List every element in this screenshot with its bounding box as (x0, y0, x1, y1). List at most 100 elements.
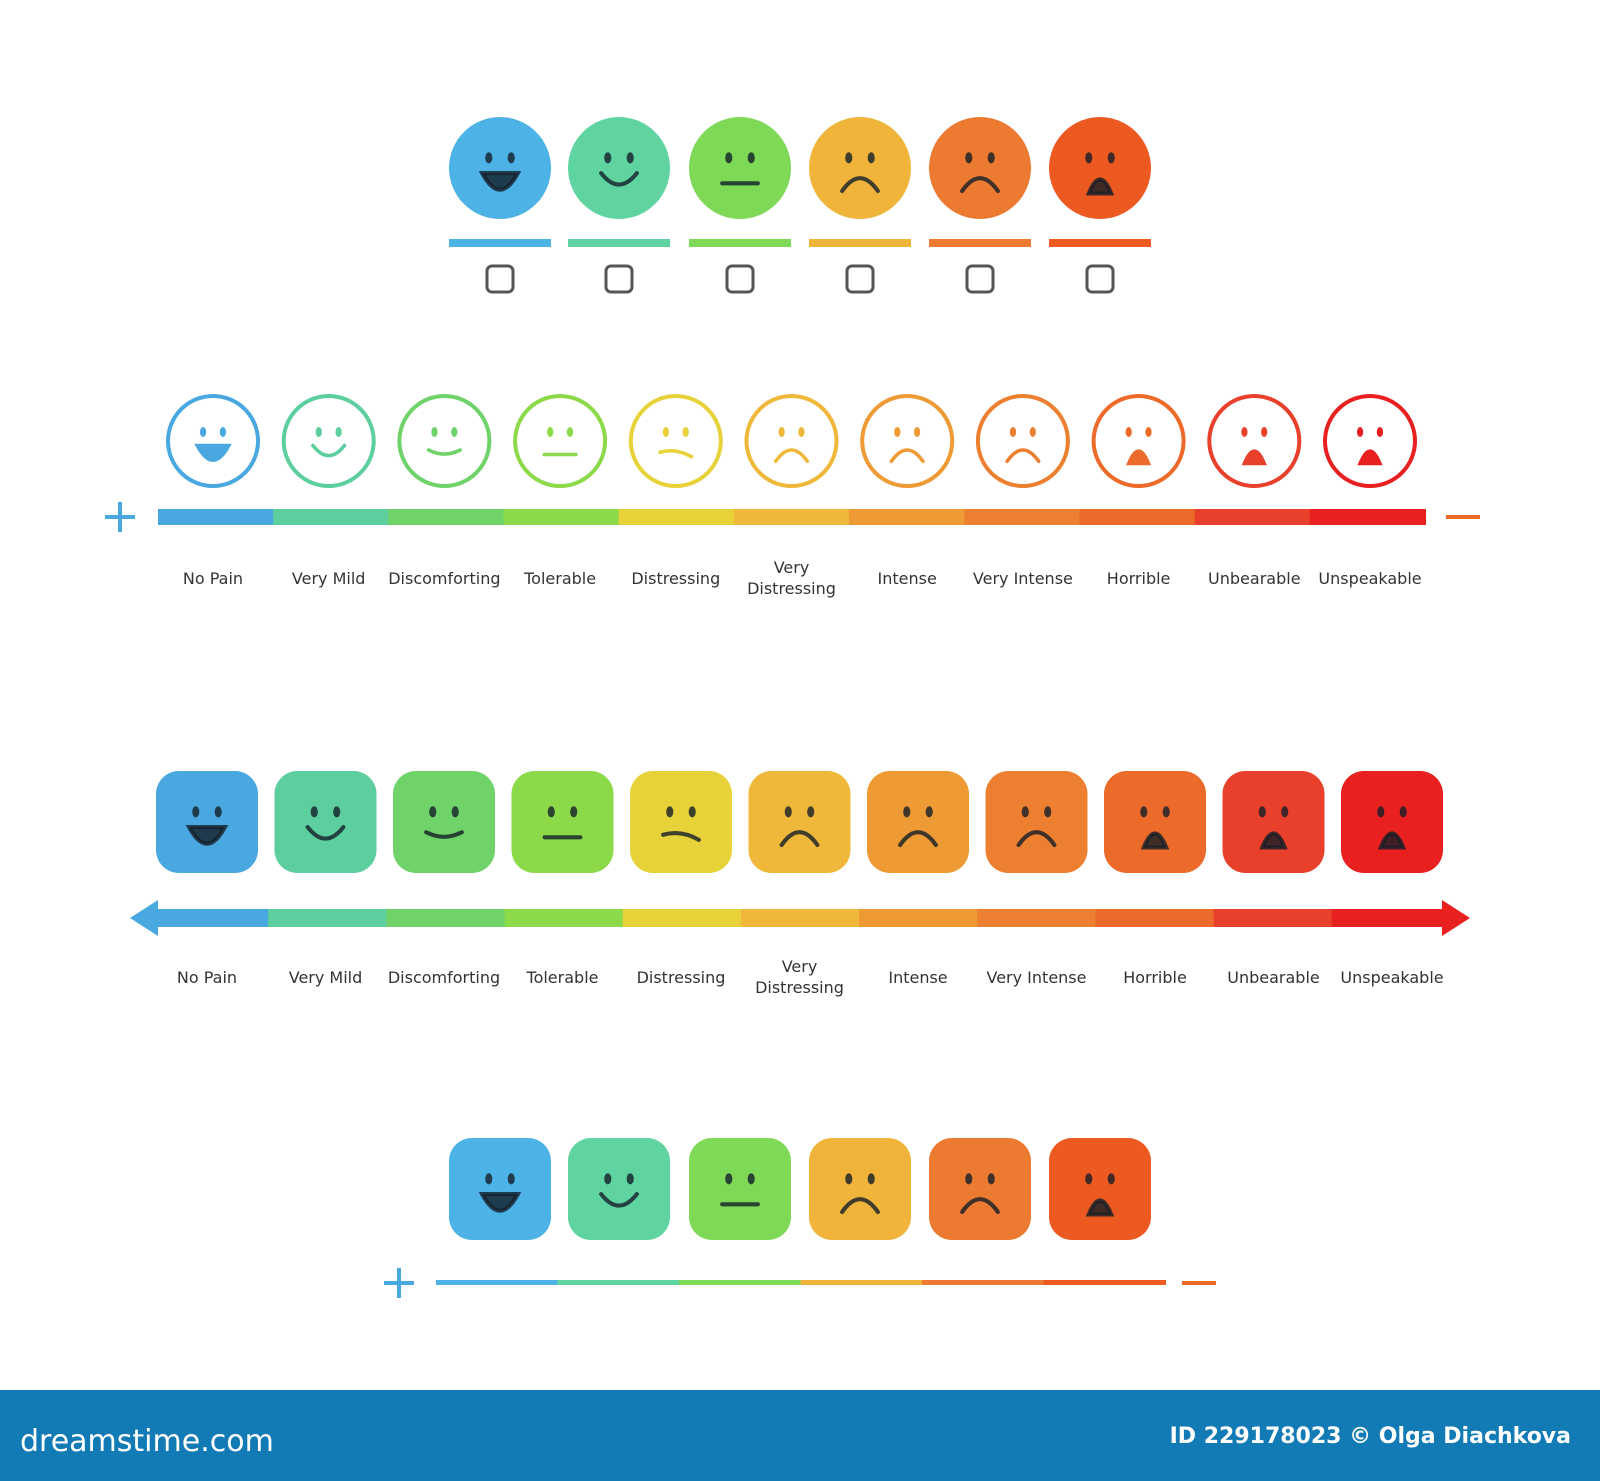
face (1222, 771, 1325, 873)
scale-label: Discomforting (387, 967, 501, 987)
face-shape (744, 394, 839, 488)
face (513, 394, 608, 488)
eye (987, 152, 995, 164)
face (975, 394, 1070, 488)
face-shape (1049, 117, 1151, 219)
eye (1241, 427, 1248, 437)
scale-segment (977, 909, 1097, 927)
eye (507, 1173, 515, 1185)
eye (1376, 427, 1384, 437)
scale-segment (386, 909, 506, 927)
scale-segment (1309, 509, 1426, 525)
face-shape (929, 1138, 1031, 1240)
eye (566, 427, 574, 437)
face-shape (630, 771, 732, 873)
credit: ID 229178023 © Olga Diachkova (1169, 1424, 1571, 1449)
eye (335, 427, 342, 437)
eye (199, 427, 207, 437)
face-shape (281, 394, 376, 488)
bar-cap (1409, 509, 1425, 525)
scale-segment (800, 1280, 923, 1285)
scale-label: Very Distressing (747, 558, 836, 598)
face-shape (1049, 1138, 1151, 1240)
face (166, 394, 260, 488)
eye (965, 152, 973, 164)
scale-label: No Pain (176, 967, 238, 987)
face-shape (809, 1138, 911, 1240)
eye (1356, 427, 1364, 437)
mouth (305, 825, 346, 841)
scale-segment (922, 1280, 1045, 1285)
mouth (658, 448, 694, 459)
face (1049, 117, 1151, 219)
face-shape (513, 394, 608, 488)
eye (1281, 806, 1289, 818)
scale-label: Horrible (1123, 967, 1187, 987)
eye (485, 1173, 493, 1185)
mouth (960, 1197, 1000, 1214)
scale-segment (679, 1280, 802, 1285)
face-shape (1341, 771, 1443, 873)
scale-segment (1194, 509, 1311, 525)
mouth (194, 443, 232, 462)
eye (626, 1173, 634, 1185)
face-shape (393, 771, 495, 873)
mouth (898, 830, 938, 847)
eye (451, 427, 458, 437)
arrow-head (1442, 900, 1470, 936)
footer-band (0, 1390, 1600, 1481)
face (985, 771, 1088, 873)
face (1049, 1138, 1151, 1240)
plus-sign (384, 1268, 414, 1298)
scale-segment (150, 909, 270, 927)
checkbox (845, 264, 875, 294)
face-shape (1207, 394, 1302, 488)
eye (1377, 806, 1385, 818)
face (929, 1138, 1031, 1240)
face (1341, 771, 1443, 873)
eye (894, 427, 901, 437)
eye (431, 427, 438, 437)
color-bar (689, 239, 791, 247)
scale-segment (1079, 509, 1196, 525)
checkbox (485, 264, 515, 294)
eye (1125, 427, 1132, 437)
scale-segment (859, 909, 979, 927)
scale-segment (436, 1280, 559, 1285)
eye (214, 806, 222, 818)
face (929, 117, 1031, 219)
face-shape (397, 394, 492, 488)
face-shape (1222, 771, 1325, 873)
scale-segment (849, 509, 966, 525)
face (1323, 394, 1417, 488)
mouth (185, 825, 229, 846)
scale-label: Discomforting (388, 568, 501, 588)
scale-label: Intense (888, 967, 948, 987)
eye (570, 806, 578, 818)
eye (429, 806, 437, 818)
face (689, 1138, 791, 1240)
face (274, 771, 377, 873)
eye (604, 1173, 612, 1185)
eye (965, 1173, 973, 1185)
bar-cap (158, 509, 174, 525)
scale-label: Unspeakable (1340, 967, 1444, 987)
scale-segment (273, 509, 390, 525)
scale-label: Unbearable (1227, 967, 1320, 987)
face (867, 771, 969, 873)
mouth (1126, 449, 1152, 466)
mouth (661, 831, 701, 842)
scale-label: Unspeakable (1318, 568, 1422, 588)
eye (1085, 152, 1093, 164)
arrow-head (130, 900, 158, 936)
face (1104, 771, 1206, 873)
scale-segment (557, 1280, 680, 1285)
face (449, 1138, 551, 1240)
mouth (960, 176, 1000, 193)
scale-label: Horrible (1106, 568, 1171, 588)
checkbox (725, 264, 755, 294)
scale-label: Tolerable (524, 568, 597, 588)
eye (867, 152, 875, 164)
mouth (1005, 448, 1041, 464)
face (568, 117, 670, 219)
